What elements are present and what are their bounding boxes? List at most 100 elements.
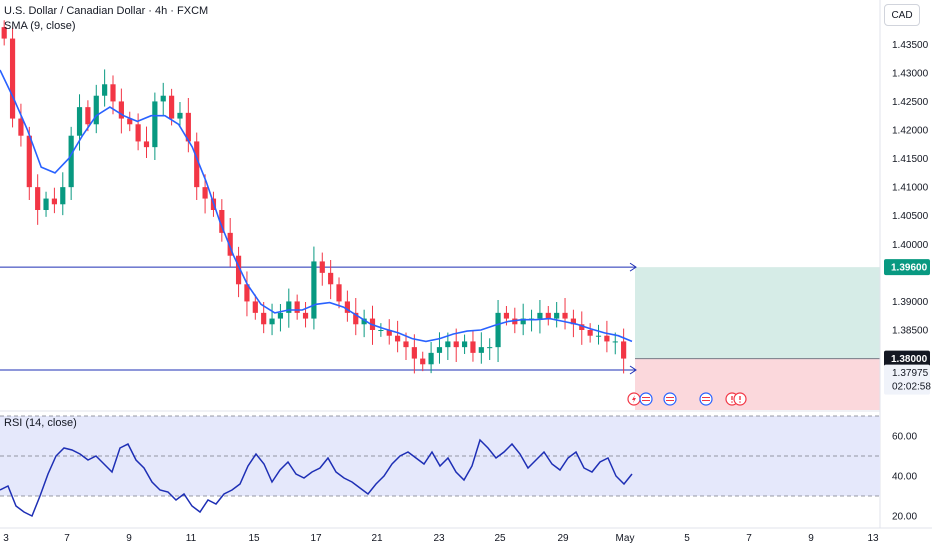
alert-dot: [739, 401, 741, 403]
price-tick-label: 1.38500: [892, 326, 929, 337]
candle-body: [143, 141, 150, 148]
candle-body: [453, 341, 459, 348]
candle-body: [461, 341, 468, 348]
time-tick-label: 7: [64, 533, 70, 544]
sma-indicator-label[interactable]: SMA (9, close): [4, 20, 76, 32]
price-labels: 1.39600 1.38000 1.37975 02:02:58: [884, 259, 931, 395]
candle-body: [395, 335, 401, 342]
currency-button[interactable]: CAD: [884, 4, 920, 26]
candle-body: [160, 95, 166, 102]
candle-body: [436, 347, 443, 353]
time-tick-label: May: [616, 533, 635, 544]
time-tick-label: 3: [3, 533, 9, 544]
candle-body: [503, 312, 510, 319]
entry-price-label: 1.38000: [891, 354, 928, 365]
candle-body: [428, 352, 434, 365]
candle-body: [587, 330, 593, 336]
entry-price-label-bg: [884, 350, 930, 367]
time-tick-label: 15: [248, 533, 260, 544]
last-price-bg: [884, 364, 930, 395]
candle-body: [386, 330, 392, 336]
event-markers: [627, 392, 747, 406]
candle-body: [420, 358, 426, 365]
time-tick-label: 17: [310, 533, 322, 544]
candle-body: [102, 84, 108, 96]
us-flag-icon[interactable]: [663, 392, 677, 406]
candle-body: [26, 135, 32, 188]
candle-body: [604, 335, 610, 342]
candle-body: [562, 312, 568, 319]
candle-body: [294, 301, 300, 313]
candle-body: [570, 318, 576, 325]
candle-body: [336, 284, 342, 302]
candle-body: [118, 101, 124, 119]
time-tick-label: 9: [808, 533, 814, 544]
candle-body: [76, 107, 83, 136]
candle-body: [177, 112, 183, 119]
candle-body: [9, 38, 16, 119]
candle-body: [319, 261, 325, 273]
candle-body: [252, 301, 258, 313]
time-tick-label: 29: [557, 533, 569, 544]
candle-body: [328, 272, 334, 285]
candle-body: [302, 312, 309, 319]
price-tick-label: 1.41500: [892, 154, 929, 165]
horizontal-lines: [0, 262, 637, 375]
candle-body: [277, 312, 284, 319]
price-tick-label: 1.40500: [892, 211, 929, 222]
candle-body: [261, 312, 267, 325]
candle-body: [487, 347, 493, 349]
candle-body: [235, 255, 242, 285]
rsi-indicator-label[interactable]: RSI (14, close): [4, 417, 77, 429]
bolt-shape: [632, 395, 636, 403]
candle-body: [18, 118, 24, 136]
candle-body: [512, 318, 518, 325]
candle-body: [169, 95, 175, 119]
candle-body: [495, 312, 501, 348]
time-tick-label: 7: [746, 533, 752, 544]
candle-body: [612, 341, 618, 343]
price-tick-label: 1.40000: [892, 240, 929, 251]
candle-body: [537, 312, 543, 319]
alert-dot: [731, 401, 733, 403]
target-price-label-bg: [884, 259, 930, 276]
rsi-axis: 60.00 40.00 20.00: [892, 432, 917, 523]
time-tick-label: 13: [867, 533, 879, 544]
price-tick-label: 1.41000: [892, 183, 929, 194]
price-tick-label: 1.43500: [892, 40, 929, 51]
candle-body: [269, 318, 275, 325]
candle-body: [353, 312, 359, 325]
candle-body: [1, 27, 7, 39]
last-price-label: 1.37975: [892, 368, 929, 379]
rsi-tick-label: 60.00: [892, 432, 917, 443]
candle-body: [361, 318, 367, 325]
candle-body: [470, 341, 476, 353]
candle-body: [554, 312, 560, 319]
candle-body: [227, 232, 233, 256]
chart-title: U.S. Dollar / Canadian Dollar · 4h · FXC…: [4, 5, 209, 17]
candle-body: [311, 261, 317, 319]
candle-body: [621, 341, 627, 359]
candle-body: [60, 187, 66, 205]
candle-body: [545, 312, 551, 319]
price-tick-label: 1.39000: [892, 297, 929, 308]
candle-body: [135, 124, 141, 142]
take-profit-zone[interactable]: [635, 267, 880, 359]
bar-countdown-label: 02:02:58: [892, 382, 931, 393]
candle-body: [93, 95, 99, 125]
candle-body: [378, 330, 384, 331]
candle-body: [51, 198, 58, 205]
candle-body: [445, 341, 451, 348]
candles: [1, 20, 627, 374]
time-tick-label: 23: [433, 533, 445, 544]
candle-body: [85, 107, 91, 125]
us-flag-icon[interactable]: [699, 392, 713, 406]
candle-body: [595, 335, 602, 337]
candle-body: [110, 84, 116, 102]
us-flag-icon[interactable]: [639, 392, 653, 406]
candle-body: [152, 101, 158, 148]
rsi-band: [0, 416, 880, 496]
candle-body: [286, 301, 292, 313]
candle-body: [344, 301, 350, 313]
